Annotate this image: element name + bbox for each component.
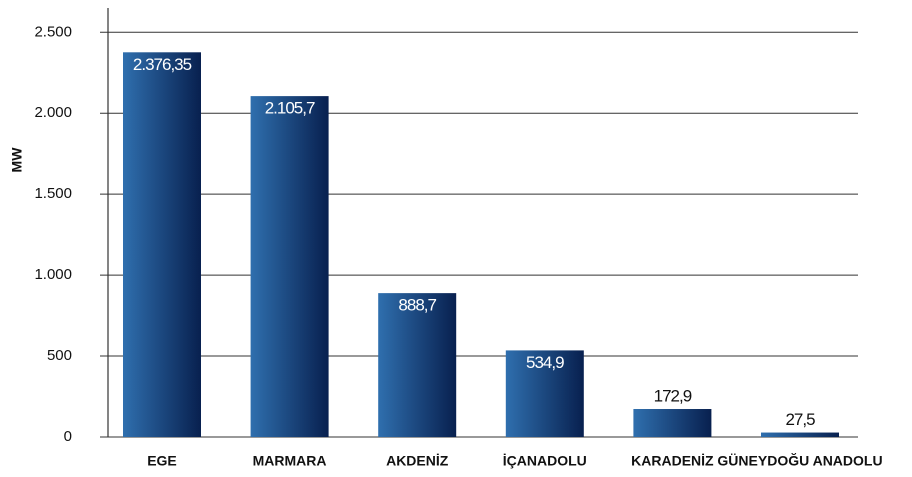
y-tick-label: 500	[47, 347, 72, 364]
bar	[123, 52, 201, 437]
x-tick-label: AKDENİZ	[386, 453, 449, 469]
value-label: 172,9	[654, 386, 692, 405]
y-tick-label: 2.000	[34, 104, 72, 121]
value-label: 2.105,7	[265, 99, 315, 118]
x-tick-label: İÇANADOLU	[503, 453, 587, 469]
x-tick-label: KARADENİZ	[631, 453, 714, 469]
bar	[761, 432, 839, 437]
bar	[378, 293, 457, 437]
x-tick-label: EGE	[147, 453, 177, 469]
value-label: 27,5	[785, 410, 815, 429]
y-tick-label: 2.500	[34, 23, 72, 40]
y-tick-label: 1.000	[34, 266, 72, 283]
y-axis-label: MW	[9, 147, 25, 173]
y-tick-label: 1.500	[34, 185, 72, 202]
x-tick-label: MARMARA	[253, 453, 327, 469]
y-tick-label: 0	[64, 428, 72, 445]
x-tick-label: GÜNEYDOĞU ANADOLU	[717, 452, 882, 469]
bar	[505, 350, 584, 437]
value-label: 2.376,35	[133, 55, 192, 74]
bar	[250, 96, 329, 437]
value-label: 888,7	[398, 296, 436, 315]
bar	[633, 409, 712, 437]
value-label: 534,9	[526, 353, 564, 372]
